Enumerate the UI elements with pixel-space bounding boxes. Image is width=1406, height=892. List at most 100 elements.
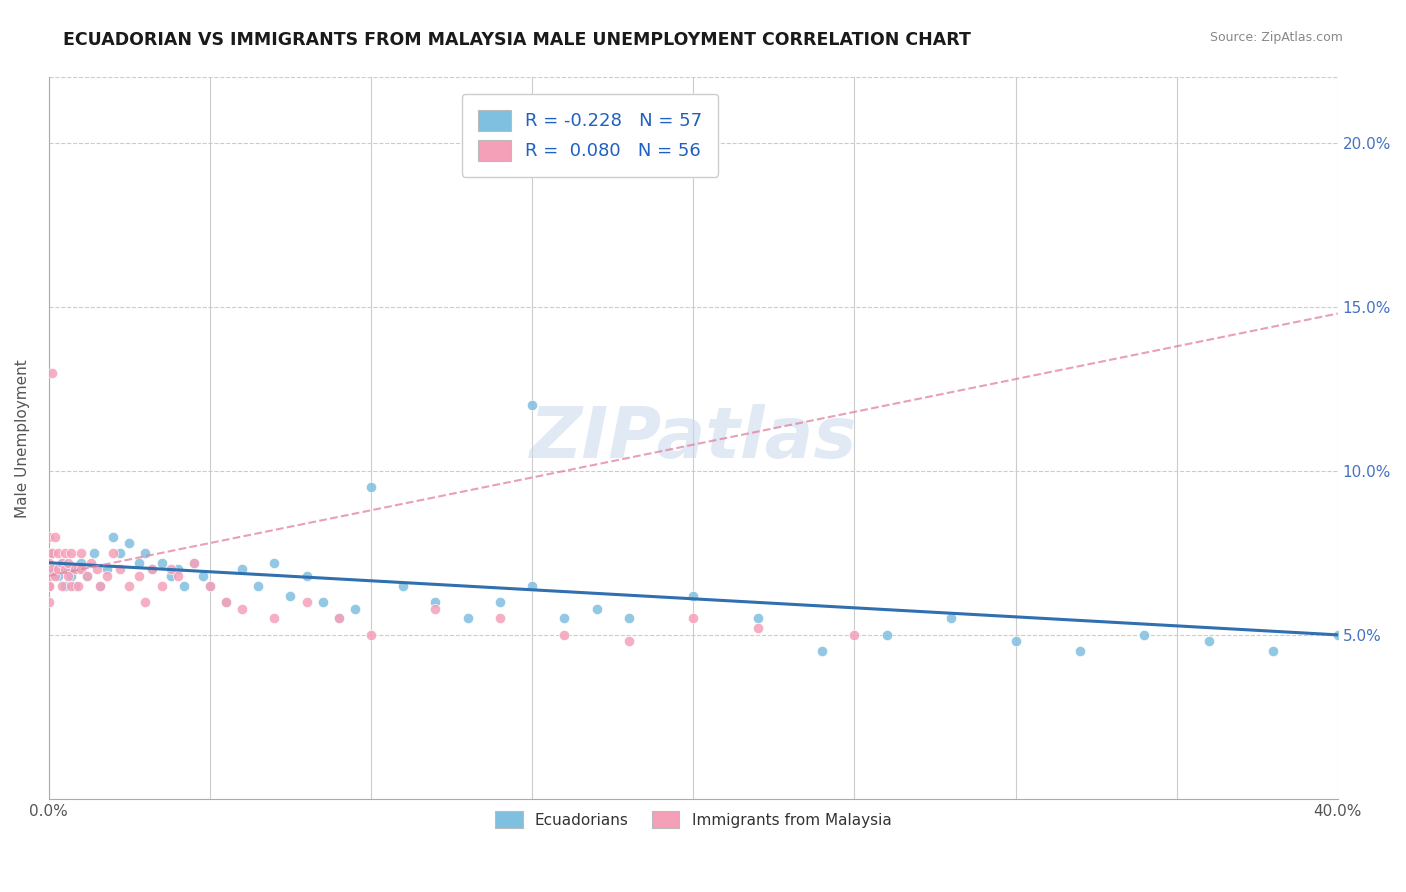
Point (280, 589, 302, 603)
Point (844, 628, 866, 642)
Point (343, 601, 366, 615)
Point (103, 546, 125, 560)
Point (247, 579, 270, 593)
Point (193, 569, 215, 583)
Point (66, 579, 89, 593)
Point (1198, 634, 1220, 648)
Point (811, 644, 834, 658)
Point (311, 595, 333, 609)
Point (183, 556, 205, 570)
Point (215, 595, 238, 609)
Point (41, 546, 63, 560)
Point (489, 595, 512, 609)
Point (263, 611, 285, 625)
Point (617, 611, 640, 625)
Point (1069, 644, 1091, 658)
Point (150, 579, 173, 593)
Point (360, 480, 382, 494)
Point (38, 562, 60, 576)
Point (38, 546, 60, 560)
Point (41, 366, 63, 380)
Point (56, 556, 79, 570)
Legend: Ecuadorians, Immigrants from Malaysia: Ecuadorians, Immigrants from Malaysia (489, 805, 897, 835)
Text: Source: ZipAtlas.com: Source: ZipAtlas.com (1209, 31, 1343, 45)
Point (215, 595, 238, 609)
Point (60, 569, 83, 583)
Point (1263, 644, 1285, 658)
Point (118, 579, 141, 593)
Point (553, 628, 575, 642)
Point (128, 569, 150, 583)
Point (51, 579, 73, 593)
Point (38, 529, 60, 543)
Point (231, 601, 253, 615)
Point (489, 611, 512, 625)
Point (89, 579, 111, 593)
Point (38, 579, 60, 593)
Point (520, 579, 543, 593)
Point (747, 621, 769, 635)
Point (392, 579, 415, 593)
Point (425, 595, 447, 609)
Point (118, 536, 141, 550)
Point (160, 569, 183, 583)
Point (328, 611, 350, 625)
Point (56, 569, 79, 583)
Point (44, 562, 66, 576)
Point (173, 579, 195, 593)
Y-axis label: Male Unemployment: Male Unemployment (15, 359, 30, 517)
Point (41, 562, 63, 576)
Point (96, 569, 118, 583)
Point (198, 579, 221, 593)
Point (79, 556, 101, 570)
Point (70, 556, 93, 570)
Point (38, 595, 60, 609)
Point (63, 579, 86, 593)
Point (44, 569, 66, 583)
Point (48, 546, 70, 560)
Point (295, 595, 318, 609)
Point (56, 562, 79, 576)
Point (166, 569, 188, 583)
Point (150, 556, 173, 570)
Point (1133, 628, 1156, 642)
Point (89, 579, 111, 593)
Point (128, 556, 150, 570)
Point (41, 546, 63, 560)
Point (83, 546, 105, 560)
Point (747, 611, 769, 625)
Point (520, 398, 543, 412)
Point (682, 589, 704, 603)
Point (1326, 628, 1348, 642)
Point (939, 611, 962, 625)
Point (48, 562, 70, 576)
Point (44, 529, 66, 543)
Point (38, 569, 60, 583)
Point (108, 546, 131, 560)
Point (76, 569, 98, 583)
Point (166, 562, 188, 576)
Point (60, 546, 83, 560)
Point (60, 579, 83, 593)
Point (103, 529, 125, 543)
Text: ECUADORIAN VS IMMIGRANTS FROM MALAYSIA MALE UNEMPLOYMENT CORRELATION CHART: ECUADORIAN VS IMMIGRANTS FROM MALAYSIA M… (63, 31, 972, 49)
Point (328, 611, 350, 625)
Point (96, 562, 118, 576)
Point (876, 628, 898, 642)
Point (553, 611, 575, 625)
Point (70, 546, 93, 560)
Point (457, 611, 479, 625)
Point (263, 556, 285, 570)
Point (70, 562, 93, 576)
Point (76, 569, 98, 583)
Point (1004, 634, 1026, 648)
Point (585, 601, 607, 615)
Text: ZIPatlas: ZIPatlas (530, 404, 856, 473)
Point (108, 562, 131, 576)
Point (141, 562, 163, 576)
Point (425, 601, 447, 615)
Point (231, 562, 253, 576)
Point (66, 562, 89, 576)
Point (38, 579, 60, 593)
Point (53, 579, 76, 593)
